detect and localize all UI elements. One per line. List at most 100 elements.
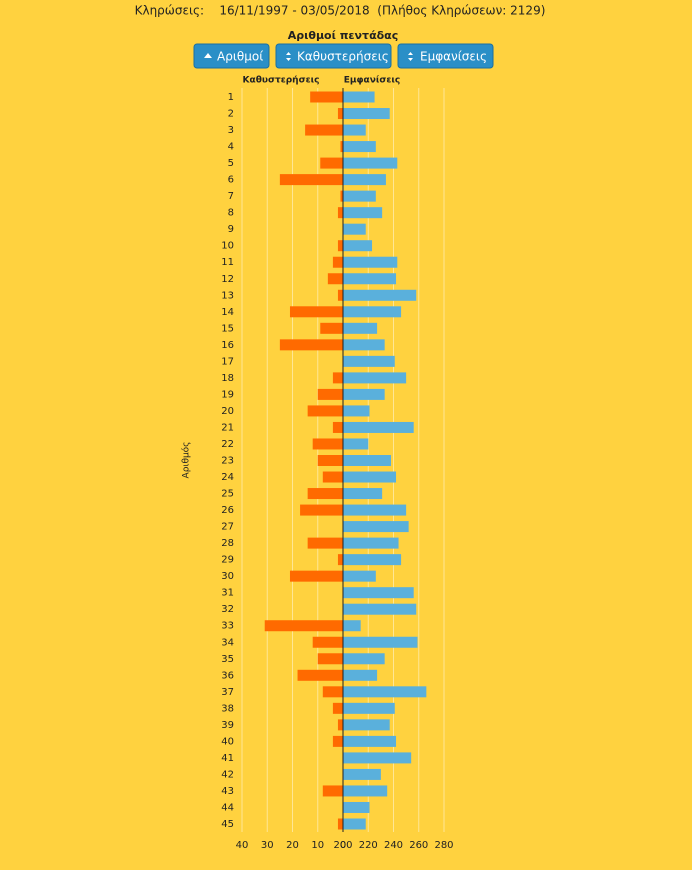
bar [343, 372, 407, 384]
y-tick-label: 26 [221, 505, 234, 516]
y-tick-label: 33 [221, 621, 234, 632]
bar [343, 289, 417, 301]
x-tick-label: 0 [340, 840, 346, 851]
y-tick-label: 13 [221, 290, 234, 301]
bar [343, 141, 376, 153]
y-tick-label: 35 [221, 654, 234, 665]
y-tick-label: 31 [221, 588, 234, 599]
button-delays[interactable]: Καθυστερήσεις [275, 43, 392, 69]
y-tick-label: 11 [221, 257, 234, 268]
bar [343, 388, 385, 400]
bar [343, 174, 386, 186]
bar [343, 355, 395, 367]
bar [322, 471, 343, 483]
bar [312, 438, 343, 450]
y-tick-label: 22 [221, 439, 234, 450]
bar [332, 256, 343, 268]
bar [343, 570, 376, 582]
button-label[interactable]: Καθυστερήσεις [297, 50, 389, 64]
bar [343, 157, 398, 169]
y-tick-label: 42 [221, 769, 234, 780]
bar [332, 735, 343, 747]
y-tick-label: 45 [221, 819, 234, 830]
x-tick-label: 20 [286, 840, 299, 851]
bar [320, 322, 343, 334]
button-bg[interactable] [193, 43, 270, 69]
y-tick-label: 14 [221, 307, 234, 318]
bar [337, 207, 343, 219]
bar [343, 488, 383, 500]
bar [307, 537, 343, 549]
bar [264, 620, 343, 632]
y-tick-label: 28 [221, 538, 234, 549]
bar [343, 719, 390, 731]
series-header: Εμφανίσεις [344, 75, 401, 86]
bar [343, 768, 381, 780]
bar [312, 636, 343, 648]
y-tick-label: 29 [221, 555, 234, 566]
bar [343, 190, 376, 202]
bar [343, 785, 388, 797]
button-appearances[interactable]: Εμφανίσεις [397, 43, 494, 69]
x-tick-label: 280 [434, 840, 453, 851]
draws-header: Κληρώσεις: 16/11/1997 - 03/05/2018 (Πλήθ… [135, 4, 546, 18]
bar [343, 273, 397, 285]
y-tick-label: 40 [221, 736, 234, 747]
bar [322, 686, 343, 698]
bar [343, 653, 385, 665]
y-tick-label: 44 [221, 802, 234, 813]
y-tick-label: 38 [221, 703, 234, 714]
y-tick-label: 27 [221, 522, 234, 533]
button-bg[interactable] [397, 43, 494, 69]
bar [289, 306, 343, 318]
y-tick-label: 7 [228, 191, 234, 202]
bar [343, 735, 397, 747]
bar [343, 306, 402, 318]
bar [343, 322, 378, 334]
y-tick-label: 8 [228, 208, 234, 219]
x-tick-label: 220 [359, 840, 378, 851]
bar [343, 587, 414, 599]
bar [340, 190, 343, 202]
y-tick-label: 16 [221, 340, 234, 351]
bar [343, 818, 366, 830]
bar [343, 240, 373, 252]
x-tick-label: 200 [333, 840, 352, 851]
y-tick-label: 39 [221, 720, 234, 731]
bar [343, 801, 370, 813]
bar [332, 372, 343, 384]
sort-icon [408, 52, 413, 61]
y-tick-label: 23 [221, 456, 234, 467]
y-tick-label: 36 [221, 670, 234, 681]
bar [343, 636, 418, 648]
y-tick-label: 43 [221, 786, 234, 797]
x-tick-label: 40 [236, 840, 249, 851]
y-tick-label: 9 [228, 224, 234, 235]
button-label[interactable]: Εμφανίσεις [420, 50, 487, 64]
bar [343, 537, 399, 549]
bar [343, 702, 395, 714]
y-tick-label: 19 [221, 389, 234, 400]
button-numbers[interactable]: Αριθμοί [193, 43, 270, 69]
bar [332, 421, 343, 433]
bar [343, 603, 417, 615]
y-tick-label: 24 [221, 472, 234, 483]
bar [343, 339, 385, 351]
bar [289, 570, 343, 582]
y-tick-label: 18 [221, 373, 234, 384]
chart-title: Αριθμοί πεντάδας [288, 29, 399, 42]
bar [279, 339, 343, 351]
y-tick-label: 30 [221, 571, 234, 582]
x-tick-label: 30 [261, 840, 274, 851]
bar [317, 455, 343, 466]
button-label[interactable]: Αριθμοί [217, 50, 263, 64]
bar [337, 289, 343, 301]
y-tick-label: 41 [221, 753, 234, 764]
button-bg[interactable] [275, 43, 392, 69]
x-tick-label: 240 [384, 840, 403, 851]
bar [343, 752, 412, 764]
bar [343, 207, 383, 219]
bar [310, 91, 343, 103]
y-tick-label: 10 [221, 241, 234, 252]
